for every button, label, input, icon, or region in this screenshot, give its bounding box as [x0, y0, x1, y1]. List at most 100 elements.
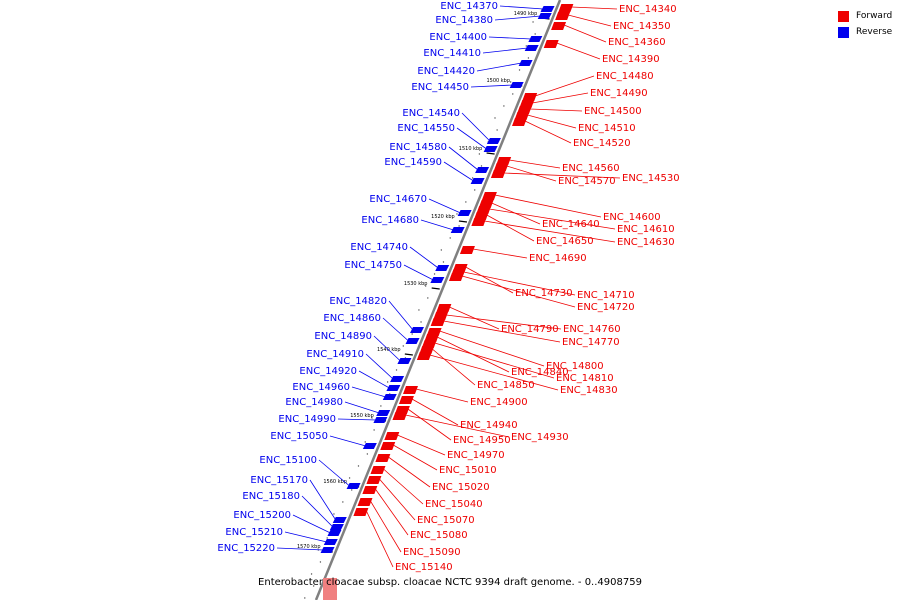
reverse-gene-label: ENC_15170: [250, 475, 308, 486]
axis-dot: [342, 501, 344, 503]
gene-leader-line: [499, 5, 544, 10]
reverse-gene-label: ENC_14420: [417, 66, 475, 77]
gene-leader-line: [527, 114, 577, 129]
forward-gene-block: [366, 476, 382, 484]
forward-gene-label: ENC_15070: [417, 515, 475, 526]
forward-gene-label: ENC_14900: [470, 397, 528, 408]
gene-leader-line: [407, 408, 452, 441]
gene-leader-line: [461, 275, 576, 308]
forward-gene-block: [459, 246, 475, 254]
gene-leader-line: [456, 127, 487, 150]
reverse-gene-block: [376, 410, 391, 416]
forward-gene-label: ENC_14710: [577, 290, 635, 301]
forward-gene-label: ENC_14640: [542, 219, 600, 230]
axis-dot: [386, 381, 389, 383]
forward-gene-label: ENC_14690: [529, 253, 587, 264]
gene-leader-line: [449, 306, 500, 330]
reverse-gene-block: [362, 443, 377, 449]
forward-gene-block: [481, 192, 497, 200]
gene-leader-line: [370, 500, 402, 553]
legend-reverse-label: Reverse: [856, 27, 893, 37]
tick-label: 1570 kbp: [297, 544, 321, 550]
forward-gene-label: ENC_14360: [608, 37, 666, 48]
gene-leader-line: [446, 314, 562, 330]
gene-leader-line: [411, 398, 459, 426]
axis-dot: [532, 21, 534, 23]
gene-leader-line: [486, 214, 535, 242]
reverse-gene-block: [323, 539, 338, 545]
reverse-gene-label: ENC_14550: [397, 123, 455, 134]
axis-dot: [333, 513, 335, 515]
gene-leader-line: [494, 15, 541, 21]
axis-dot: [478, 153, 481, 155]
reverse-gene-label: ENC_15180: [242, 491, 300, 502]
forward-gene-label: ENC_14570: [558, 176, 616, 187]
reverse-gene-block: [410, 327, 425, 333]
forward-gene-block: [398, 396, 414, 404]
forward-swatch: [838, 10, 849, 22]
gene-leader-line: [465, 266, 514, 294]
axis-dot: [534, 33, 536, 35]
forward-gene-label: ENC_15020: [432, 482, 490, 493]
legend-reverse: Reverse: [838, 24, 892, 40]
gene-leader-line: [403, 264, 434, 281]
axis-dot: [364, 441, 366, 443]
forward-gene-block: [555, 12, 571, 20]
axis-dot: [326, 537, 328, 539]
axis-dot: [494, 117, 496, 119]
gene-leader-line: [494, 194, 602, 218]
gene-leader-line: [337, 418, 377, 421]
tick-label: 1490 kbp: [514, 11, 538, 17]
axis-dot: [357, 465, 360, 467]
forward-gene-label: ENC_14760: [563, 324, 621, 335]
forward-gene-block: [543, 40, 559, 48]
gene-leader-line: [509, 159, 561, 169]
reverse-gene-label: ENC_14400: [429, 32, 487, 43]
axis-dot: [402, 345, 404, 347]
tick-label: 1520 kbp: [431, 214, 455, 220]
gene-leader-line: [428, 198, 461, 214]
axis-dot: [525, 45, 527, 47]
reverse-gene-block: [470, 178, 485, 184]
reverse-gene-block: [386, 385, 401, 391]
reverse-gene-block: [327, 530, 342, 536]
tick-label: 1510 kbp: [459, 146, 483, 152]
axis-dot: [310, 573, 313, 575]
reverse-gene-label: ENC_14980: [285, 397, 343, 408]
reverse-gene-label: ENC_15210: [225, 527, 283, 538]
forward-gene-label: ENC_15010: [439, 465, 497, 476]
axis-dot: [348, 477, 351, 479]
reverse-gene-block: [373, 417, 388, 423]
gene-leader-line: [488, 36, 532, 40]
tick-mark: [431, 287, 440, 290]
reverse-gene-block: [382, 394, 397, 400]
axis-dot: [458, 225, 460, 227]
reverse-gene-block: [332, 517, 347, 523]
gene-leader-line: [556, 42, 601, 60]
reverse-gene-block: [528, 36, 543, 42]
gene-leader-line: [532, 92, 589, 104]
gene-leader-line: [292, 514, 331, 534]
forward-gene-label: ENC_14610: [617, 224, 675, 235]
reverse-gene-label: ENC_15200: [233, 510, 291, 521]
legend-forward: Forward: [838, 8, 892, 24]
reverse-gene-block: [483, 146, 498, 152]
axis-dot: [449, 237, 451, 239]
reverse-gene-block: [518, 60, 533, 66]
gene-leader-line: [382, 317, 409, 342]
forward-gene-label: ENC_14390: [602, 54, 660, 65]
axis-dot: [527, 57, 530, 59]
tick-label: 1550 kbp: [350, 413, 374, 419]
axis-dot: [474, 189, 476, 191]
reverse-gene-label: ENC_14540: [402, 108, 460, 119]
forward-gene-label: ENC_14840: [511, 367, 569, 378]
reverse-gene-block: [405, 338, 420, 344]
gene-leader-line: [366, 510, 394, 568]
reverse-gene-label: ENC_14990: [278, 414, 336, 425]
gene-leader-line: [489, 208, 616, 230]
gene-leader-line: [284, 531, 327, 543]
reverse-gene-block: [430, 277, 445, 283]
genome-caption: Enterobacter cloacae subsp. cloacae NCTC…: [258, 577, 642, 588]
reverse-gene-label: ENC_14820: [329, 296, 387, 307]
